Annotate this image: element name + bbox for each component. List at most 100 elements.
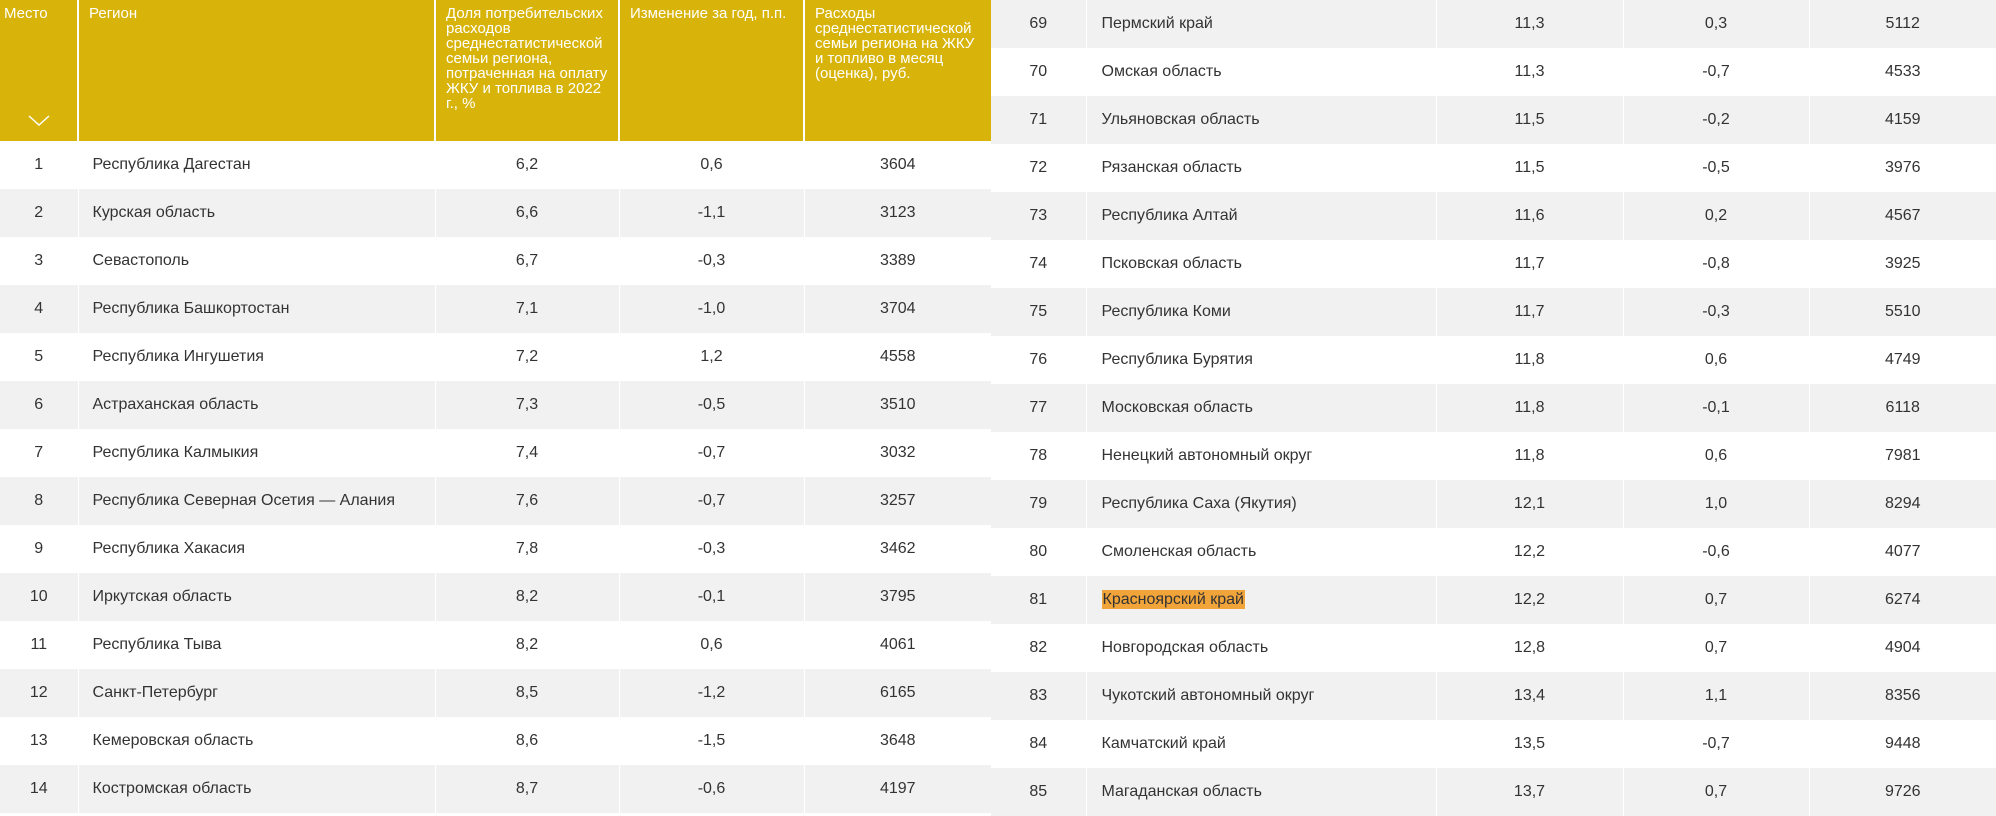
cell-region: Московская область: [1086, 384, 1437, 432]
cell-share-text: 12,1: [1513, 495, 1546, 512]
cell-region-text: Рязанская область: [1101, 159, 1242, 176]
cell-region: Санкт-Петербург: [78, 669, 436, 717]
cell-share: 8,7: [435, 765, 620, 813]
cell-share: 7,1: [435, 285, 620, 333]
cell-region: Рязанская область: [1086, 144, 1437, 192]
cell-share-text: 6,6: [515, 204, 539, 221]
header-place[interactable]: Место: [0, 0, 79, 141]
cell-place: 81: [991, 576, 1087, 624]
cell-place: 82: [991, 624, 1087, 672]
cell-change-text: -0,7: [697, 492, 726, 509]
cell-share: 7,4: [435, 429, 620, 477]
cell-place: 4: [0, 285, 79, 333]
header-region[interactable]: Регион: [78, 0, 436, 141]
cell-spend-text: 4197: [879, 780, 916, 797]
cell-place-text: 10: [29, 588, 48, 605]
cell-share-text: 11,3: [1514, 63, 1545, 80]
table-row: 75 Республика Коми 11,7 -0,3 5510: [991, 288, 1996, 336]
cell-share-text: 11,8: [1514, 351, 1545, 368]
cell-change-text: -0,1: [697, 588, 726, 605]
cell-change: -0,1: [1623, 384, 1810, 432]
cell-region: Севастополь: [78, 237, 436, 285]
cell-share-text: 12,2: [1513, 543, 1546, 560]
cell-share: 8,6: [435, 717, 620, 765]
cell-share: 11,5: [1436, 144, 1624, 192]
cell-spend: 3925: [1809, 240, 1996, 288]
cell-region: Красноярский край: [1086, 576, 1437, 624]
cell-region-text: Республика Коми: [1101, 303, 1231, 320]
table-row: 82 Новгородская область 12,8 0,7 4904: [991, 624, 1996, 672]
cell-region: Республика Северная Осетия — Алания: [78, 477, 436, 525]
cell-share: 8,2: [435, 573, 620, 621]
header-change-label: Изменение за год, п.п.: [630, 5, 787, 22]
cell-share: 11,3: [1436, 0, 1624, 48]
cell-change: -0,5: [619, 381, 805, 429]
cell-spend-text: 4558: [879, 348, 916, 365]
table-row: 80 Смоленская область 12,2 -0,6 4077: [991, 528, 1996, 576]
cell-place: 3: [0, 237, 79, 285]
cell-spend: 4061: [804, 621, 991, 669]
cell-place: 73: [991, 192, 1087, 240]
cell-share: 11,5: [1436, 96, 1624, 144]
cell-change-text: 0,6: [700, 156, 723, 173]
cell-share: 6,6: [435, 189, 620, 237]
cell-place: 7: [0, 429, 79, 477]
cell-share: 7,6: [435, 477, 620, 525]
cell-region-text: Псковская область: [1101, 255, 1243, 272]
table-row: 85 Магаданская область 13,7 0,7 9726: [991, 768, 1996, 816]
cell-share-text: 13,4: [1513, 687, 1546, 704]
cell-place: 70: [991, 48, 1087, 96]
cell-place-text: 1: [34, 156, 44, 173]
table-row: 14 Костромская область 8,7 -0,6 4197: [0, 765, 991, 813]
table-row: 11 Республика Тыва 8,2 0,6 4061: [0, 621, 991, 669]
cell-place: 76: [991, 336, 1087, 384]
cell-change: -0,6: [1623, 528, 1810, 576]
cell-spend-text: 9726: [1884, 783, 1921, 800]
cell-spend-text: 6118: [1885, 399, 1920, 416]
cell-region: Республика Башкортостан: [78, 285, 436, 333]
table-row: 2 Курская область 6,6 -1,1 3123: [0, 189, 991, 237]
cell-spend: 4197: [804, 765, 991, 813]
cell-region-text: Чукотский автономный округ: [1101, 687, 1315, 704]
header-share[interactable]: Доля потребительских расходов среднестат…: [435, 0, 620, 141]
cell-place: 2: [0, 189, 79, 237]
cell-change: 0,2: [1623, 192, 1810, 240]
chevron-down-icon[interactable]: [28, 115, 50, 127]
cell-place: 14: [0, 765, 79, 813]
cell-change: -0,3: [1623, 288, 1810, 336]
cell-region: Курская область: [78, 189, 436, 237]
cell-spend-text: 3510: [879, 396, 916, 413]
cell-change: 0,6: [619, 141, 805, 189]
cell-region-text: Республика Хакасия: [92, 540, 246, 557]
header-change[interactable]: Изменение за год, п.п.: [619, 0, 805, 141]
cell-share-text: 6,7: [515, 252, 539, 269]
cell-share-text: 7,1: [515, 300, 539, 317]
cell-share-text: 13,7: [1513, 783, 1546, 800]
cell-place: 83: [991, 672, 1087, 720]
table-row: 13 Кемеровская область 8,6 -1,5 3648: [0, 717, 991, 765]
cell-share: 11,8: [1436, 336, 1624, 384]
cell-share-text: 11,5: [1514, 111, 1545, 128]
cell-region-text: Республика Северная Осетия — Алания: [92, 492, 396, 509]
cell-spend: 3704: [804, 285, 991, 333]
table-row: 77 Московская область 11,8 -0,1 6118: [991, 384, 1996, 432]
cell-spend: 6274: [1809, 576, 1996, 624]
header-place-label: Место: [4, 5, 48, 22]
cell-change-text: -0,2: [1702, 111, 1730, 128]
cell-change: 0,7: [1623, 576, 1810, 624]
table-row: 78 Ненецкий автономный округ 11,8 0,6 7981: [991, 432, 1996, 480]
cell-place-text: 6: [34, 396, 44, 413]
cell-share-text: 11,8: [1514, 447, 1545, 464]
cell-share: 12,2: [1436, 576, 1624, 624]
cell-place: 5: [0, 333, 79, 381]
cell-region: Республика Бурятия: [1086, 336, 1437, 384]
cell-region: Камчатский край: [1086, 720, 1437, 768]
cell-change-text: -0,8: [1702, 255, 1730, 272]
cell-share: 7,2: [435, 333, 620, 381]
cell-spend: 9448: [1809, 720, 1996, 768]
cell-share-text: 11,3: [1514, 15, 1545, 32]
header-spend[interactable]: Расходы среднестатистической семьи регио…: [804, 0, 991, 141]
cell-change: -0,7: [619, 429, 805, 477]
cell-change-text: 1,1: [1704, 687, 1728, 704]
cell-change-text: -0,3: [697, 252, 726, 269]
